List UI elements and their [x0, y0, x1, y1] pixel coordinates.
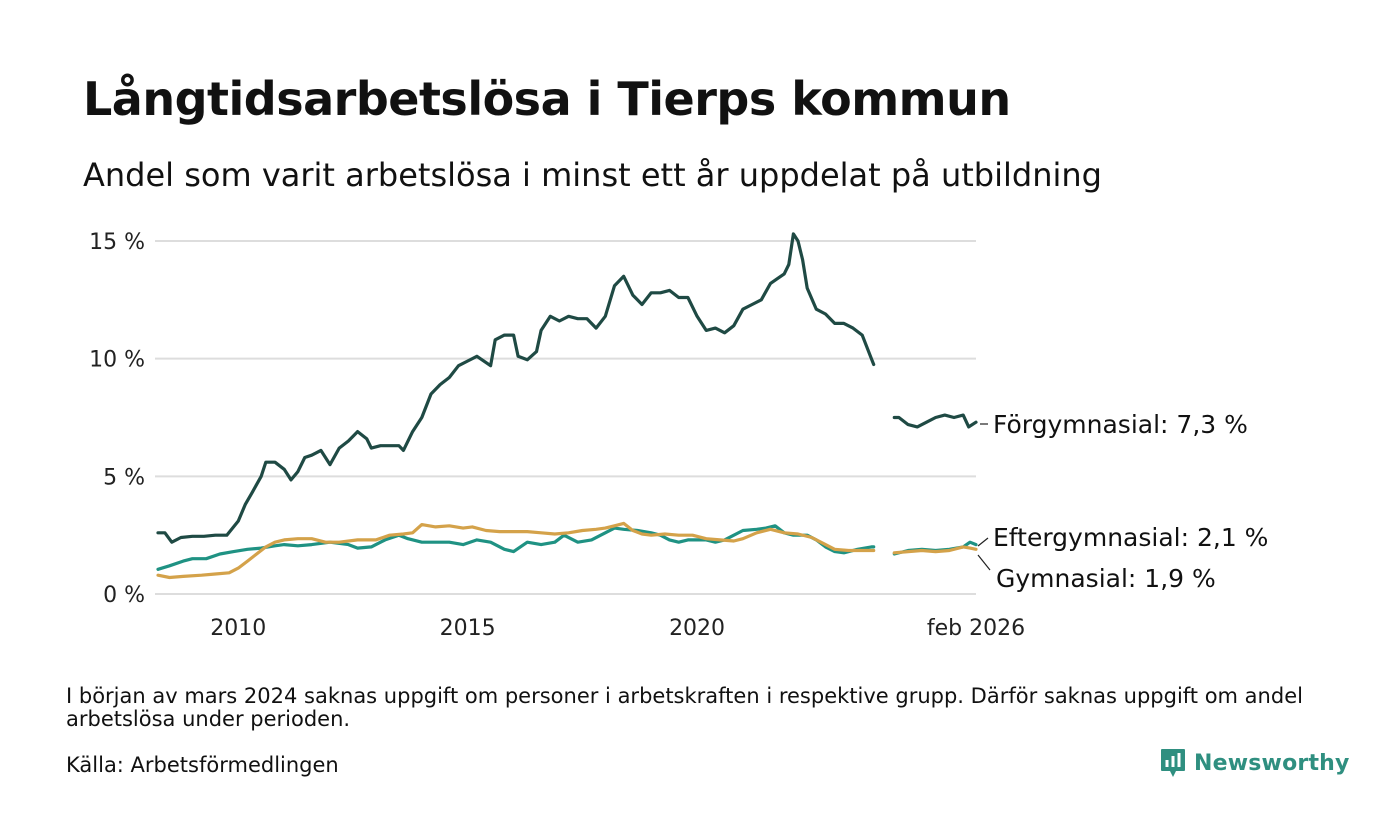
chart-title: Långtidsarbetslösa i Tierps kommun: [83, 72, 1011, 126]
x-tick-label: 2010: [210, 616, 266, 641]
y-axis-ticks: 0 % 5 % 10 % 15 %: [89, 230, 145, 608]
y-tick-label: 0 %: [103, 583, 145, 608]
newsworthy-logo: Newsworthy: [1160, 748, 1350, 778]
y-tick-label: 5 %: [103, 465, 145, 490]
y-tick-label: 10 %: [89, 348, 145, 373]
series-line-förgymnasial-0: [156, 232, 876, 544]
series-line-gymnasial-0: [156, 521, 876, 580]
x-axis-ticks: 2010 2015 2020 feb 2026: [210, 616, 1025, 641]
newsworthy-logo-text: Newsworthy: [1194, 750, 1350, 776]
chart-subtitle: Andel som varit arbetslösa i minst ett å…: [83, 156, 1102, 194]
newsworthy-logo-icon: [1161, 749, 1185, 777]
end-label-leader: [977, 537, 989, 547]
series-lines: [156, 232, 978, 580]
x-tick-label: feb 2026: [927, 616, 1025, 641]
x-tick-label: 2020: [669, 616, 725, 641]
series-line-förgymnasial-1: [892, 413, 978, 429]
end-label-eftergymnasial: Eftergymnasial: 2,1 %: [993, 523, 1268, 552]
end-label-förgymnasial: Förgymnasial: 7,3 %: [993, 410, 1248, 439]
end-label-gymnasial: Gymnasial: 1,9 %: [996, 564, 1216, 593]
series-line-eftergymnasial-0: [156, 524, 876, 571]
y-tick-label: 15 %: [89, 230, 145, 255]
end-labels: Förgymnasial: 7,3 % Eftergymnasial: 2,1 %…: [977, 410, 1268, 593]
series-line-gymnasial-1: [892, 545, 978, 555]
footnote: I början av mars 2024 saknas uppgift om …: [66, 684, 1303, 731]
end-label-leader: [977, 554, 991, 571]
x-tick-label: 2015: [440, 616, 496, 641]
source-credit: Källa: Arbetsförmedlingen: [66, 753, 339, 777]
line-chart: 0 % 5 % 10 % 15 % 2010 2015 2020 feb 2026 Förg…: [89, 230, 1268, 641]
gridlines: [155, 240, 976, 595]
